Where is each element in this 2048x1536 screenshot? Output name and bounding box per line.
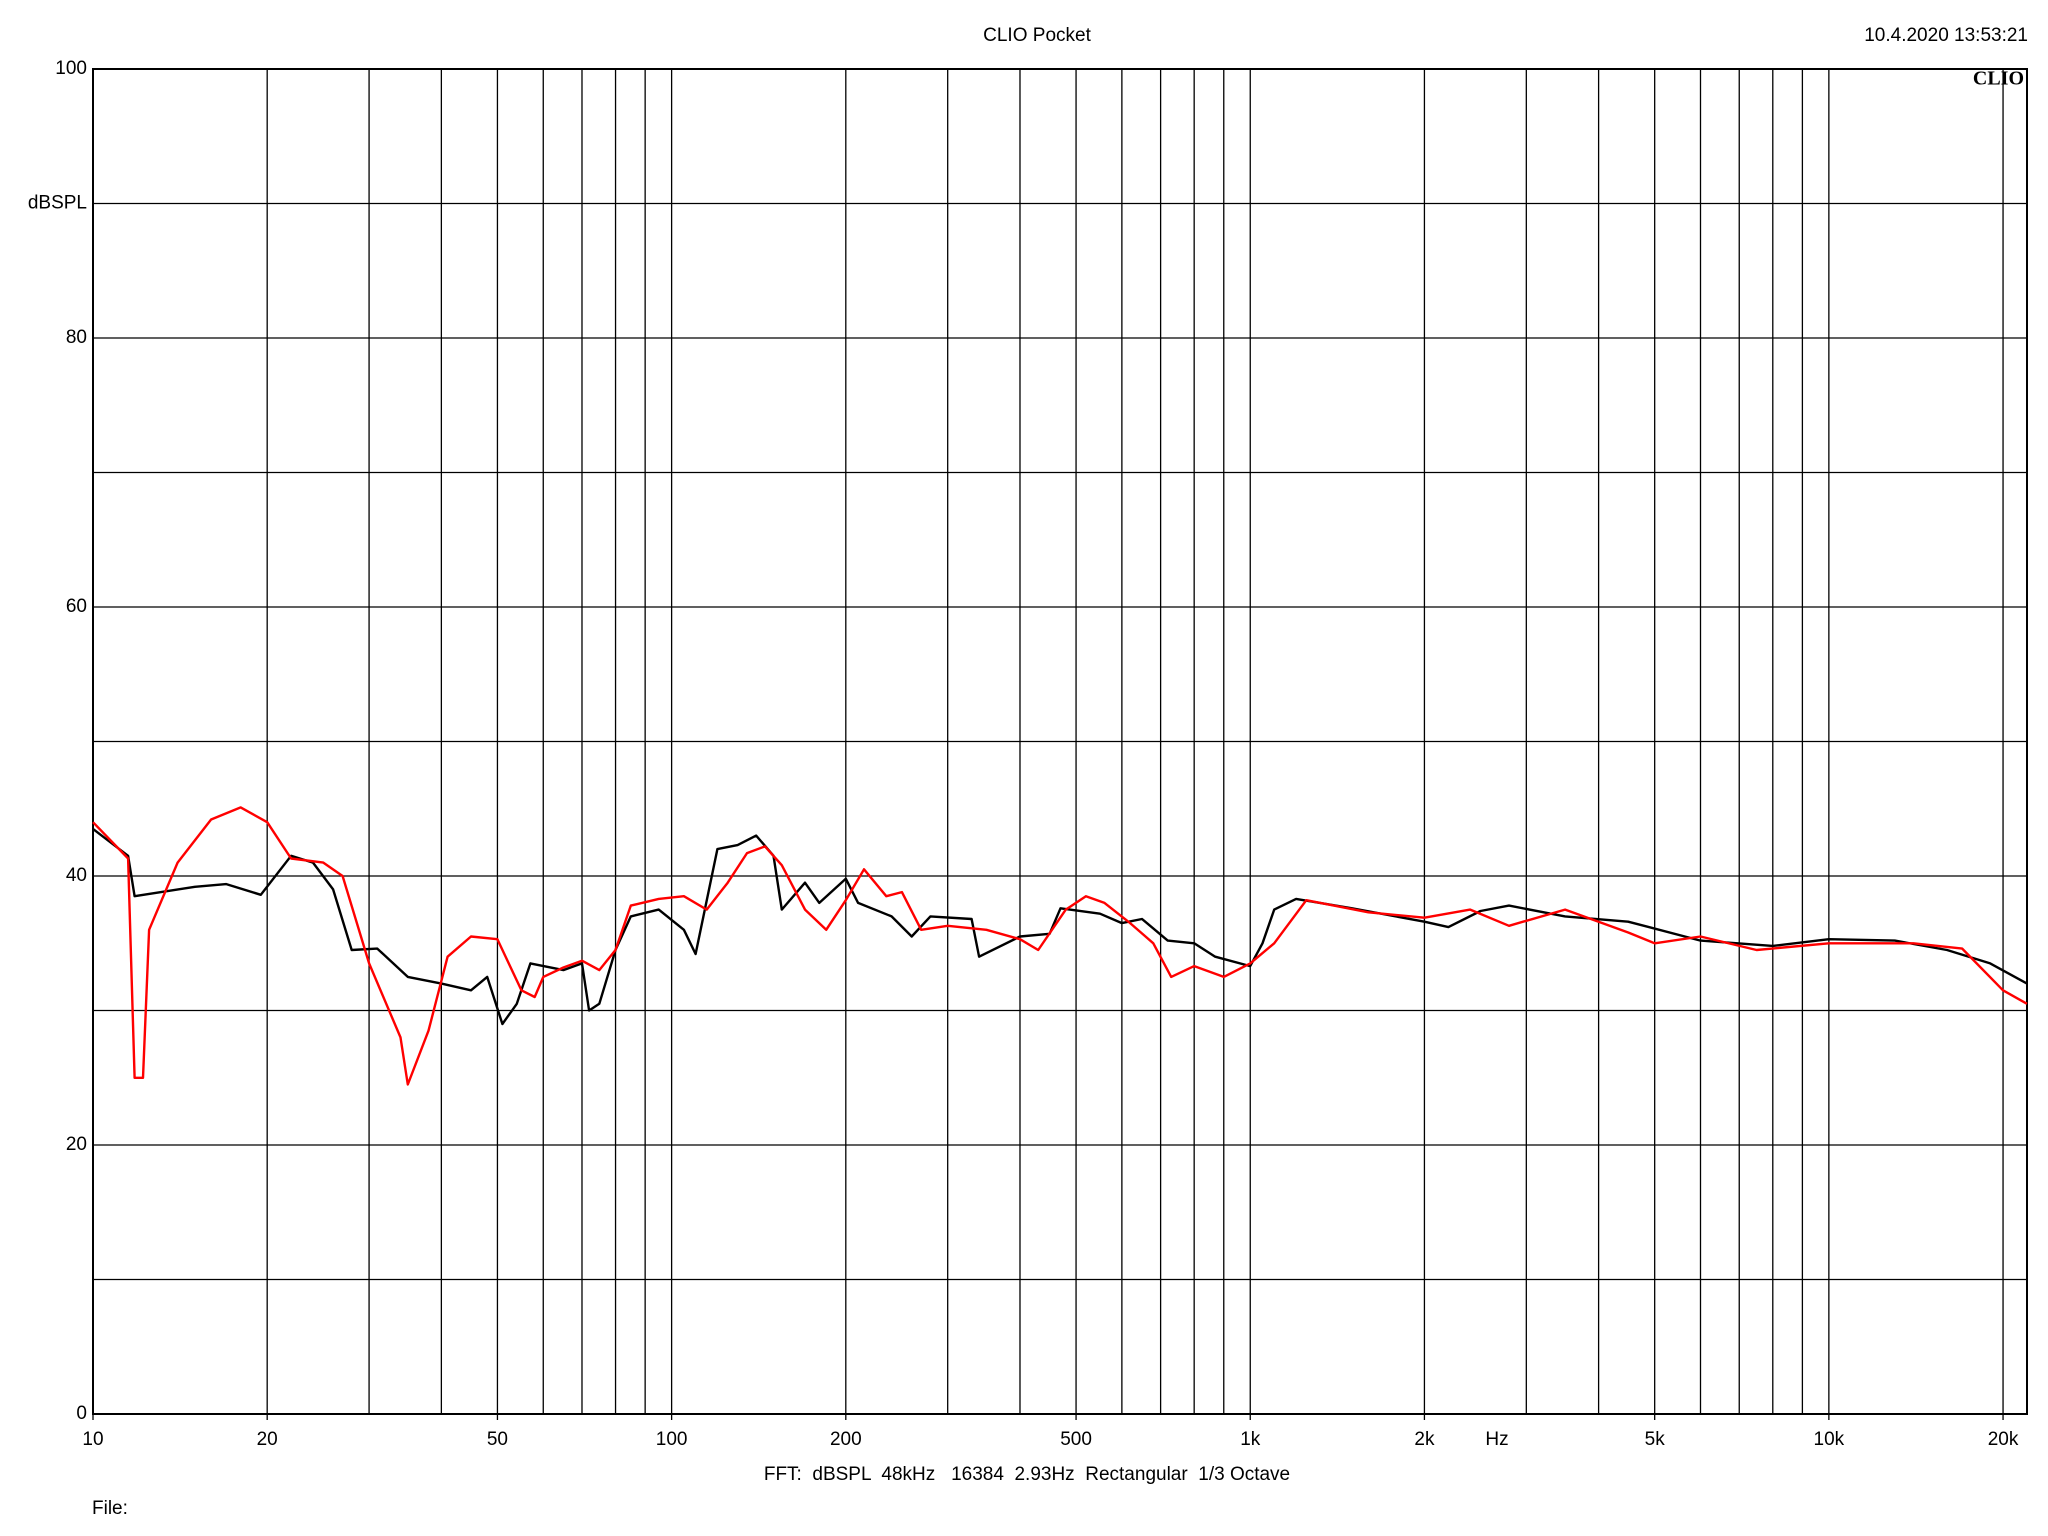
y-tick-label: 0 [76, 1403, 87, 1424]
x-tick-label: 500 [1060, 1429, 1092, 1450]
x-tick-label: 10 [82, 1429, 103, 1450]
y-tick-label: 20 [66, 1134, 87, 1155]
x-tick-label: 20 [257, 1429, 278, 1450]
x-tick-label: 20k [1988, 1429, 2019, 1450]
y-tick-label: 40 [66, 865, 87, 886]
x-axis-label: Hz [1485, 1429, 1508, 1450]
y-tick-label: 100 [55, 58, 87, 79]
x-tick-label: 5k [1645, 1429, 1666, 1450]
y-tick-label: 80 [66, 327, 87, 348]
x-tick-label: 200 [830, 1429, 862, 1450]
x-tick-label: 1k [1240, 1429, 1261, 1450]
file-label: File: [92, 1498, 128, 1519]
logo: CLIO [1973, 68, 2024, 90]
footer: FFT: dBSPL 48kHz 16384 2.93Hz Rectangula… [764, 1464, 1290, 1485]
timestamp: 10.4.2020 13:53:21 [1864, 25, 2028, 46]
plot-frame [92, 68, 2028, 1415]
x-tick-label: 100 [656, 1429, 688, 1450]
x-tick-label: 10k [1814, 1429, 1845, 1450]
x-tick-label: 2k [1414, 1429, 1435, 1450]
y-axis-label: dBSPL [28, 193, 87, 214]
x-tick-label: 50 [487, 1429, 508, 1450]
chart-title: CLIO Pocket [983, 25, 1091, 46]
series-line [92, 806, 2028, 1086]
y-tick-label: 60 [66, 596, 87, 617]
series-line [92, 827, 2028, 1026]
